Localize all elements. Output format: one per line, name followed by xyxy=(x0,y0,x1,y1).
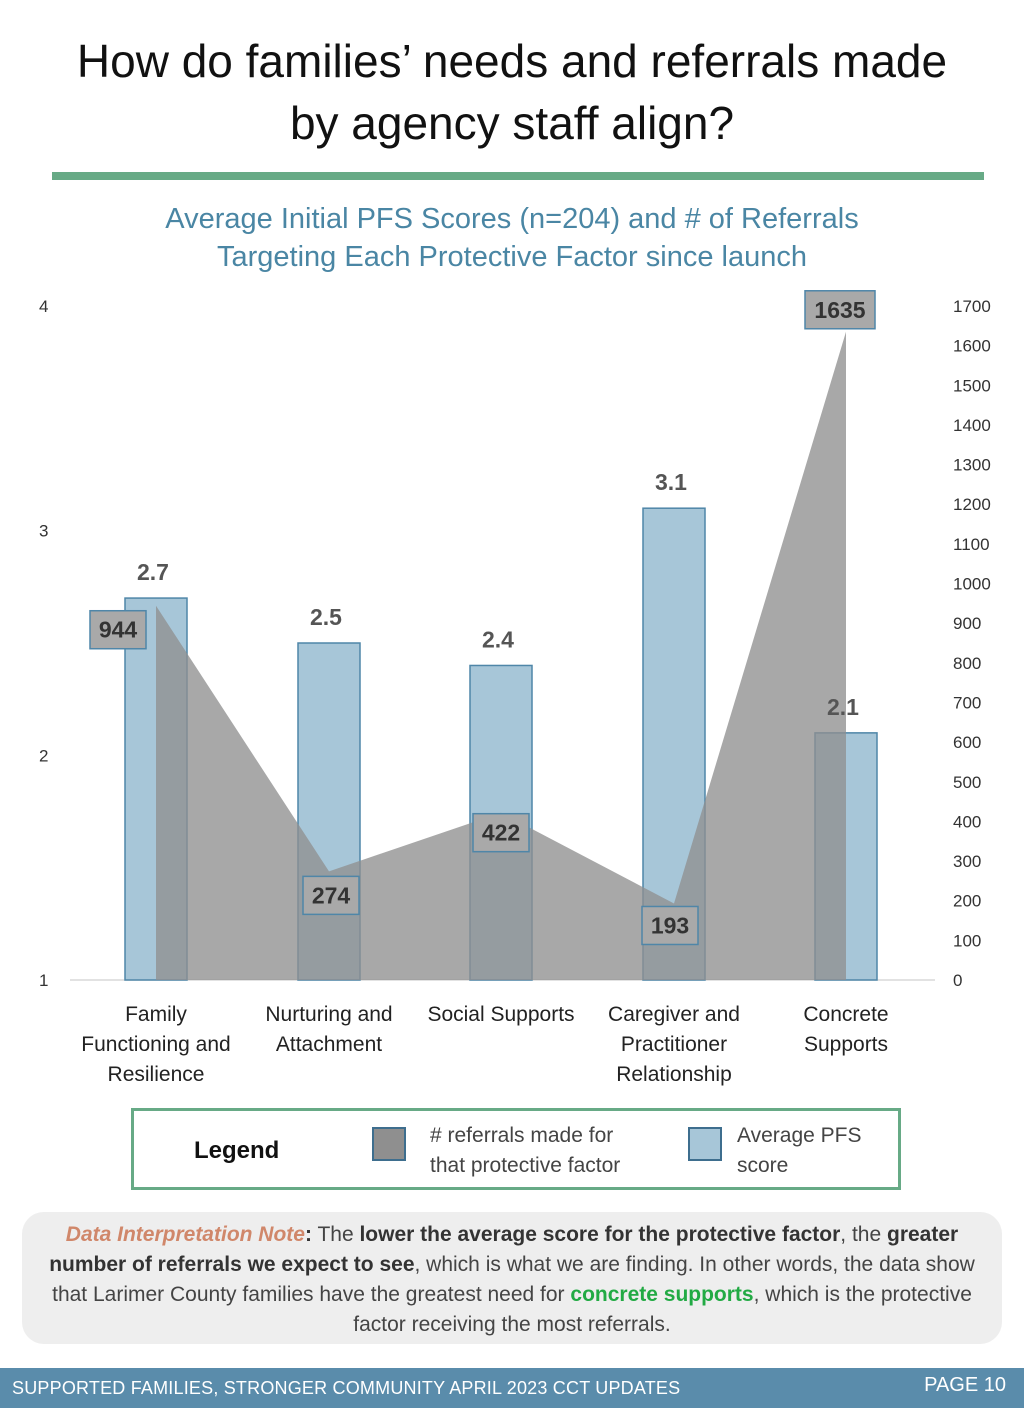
y-right-tick-label: 700 xyxy=(953,693,981,712)
title-divider xyxy=(52,172,984,180)
combo-chart: 1 2 3 4 0 100 200 300 400 500 600 700 800 900 1000 1100… xyxy=(39,290,991,1086)
bar-data-label: 2.1 xyxy=(827,694,859,720)
legend: Legend # referrals made for that protect… xyxy=(131,1108,901,1190)
y-right-tick-label: 200 xyxy=(953,892,981,911)
legend-swatch-referrals xyxy=(372,1127,406,1161)
x-category-label: Resilience xyxy=(108,1063,205,1086)
y-right-tick-label: 600 xyxy=(953,733,981,752)
page-title-line-1: How do families’ needs and referrals mad… xyxy=(76,35,948,87)
y-right-tick-label: 900 xyxy=(953,614,981,633)
referral-label-box xyxy=(804,290,876,330)
y-right-tick-label: 400 xyxy=(953,812,981,831)
x-category-label: Supports xyxy=(804,1033,888,1056)
area-referrals xyxy=(156,331,846,980)
x-category-label: Family xyxy=(125,1003,187,1026)
referral-data-label: 1635 xyxy=(814,297,865,323)
referral-label-box xyxy=(641,905,699,946)
x-category-label: Functioning and xyxy=(81,1033,230,1056)
x-category-label: Nurturing and xyxy=(265,1003,392,1026)
y-right-tick-label: 1100 xyxy=(953,535,990,554)
referral-data-label: 944 xyxy=(99,617,138,643)
referral-data-label: 274 xyxy=(312,882,351,908)
legend-label-referrals: # referrals made for that protective fac… xyxy=(430,1124,621,1177)
y-right-tick-label: 1600 xyxy=(953,337,991,356)
y-right-tick-label: 1300 xyxy=(953,456,991,475)
page-title-line-2: by agency staff align? xyxy=(289,97,735,149)
y-left-tick-label: 4 xyxy=(39,297,48,316)
y-right-tick-label: 800 xyxy=(953,654,981,673)
y-right-tick-label: 1500 xyxy=(953,376,991,395)
x-category-label: Relationship xyxy=(616,1063,732,1086)
footer-text: SUPPORTED FAMILIES, STRONGER COMMUNITY A… xyxy=(12,1378,681,1398)
page-title: How do families’ needs and referrals mad… xyxy=(0,30,1024,154)
chart-title-line-1: Average Initial PFS Scores (n=204) and #… xyxy=(165,203,859,235)
page-number: PAGE 10 xyxy=(924,1374,1006,1396)
legend-swatch-pfs xyxy=(688,1127,722,1161)
y-right-tick-label: 0 xyxy=(953,971,962,990)
referral-data-label: 193 xyxy=(651,912,689,938)
y-right-tick-label: 1200 xyxy=(953,495,991,514)
x-category-label: Social Supports xyxy=(427,1003,574,1026)
bar-data-label: 2.7 xyxy=(137,559,169,585)
legend-title: Legend xyxy=(194,1137,280,1164)
bar-data-label: 3.1 xyxy=(655,469,687,495)
data-interpretation-note: Data Interpretation Note: The lower the … xyxy=(22,1212,1002,1344)
bar-data-label: 2.4 xyxy=(482,626,514,652)
note-lead: Data Interpretation Note xyxy=(65,1223,305,1246)
x-category-label: Attachment xyxy=(276,1033,382,1056)
referral-data-label: 422 xyxy=(482,820,520,846)
legend-label-pfs: Average PFS score xyxy=(737,1124,862,1177)
y-left-tick-label: 2 xyxy=(39,746,48,765)
y-right-tick-label: 1000 xyxy=(953,575,991,594)
y-left-tick-label: 1 xyxy=(39,971,48,990)
y-right-tick-label: 100 xyxy=(953,931,981,950)
y-right-tick-label: 1400 xyxy=(953,416,991,435)
x-category-label: Caregiver and xyxy=(608,1003,740,1026)
chart-title: Average Initial PFS Scores (n=204) and #… xyxy=(0,200,1024,276)
x-category-label: Concrete xyxy=(803,1003,888,1026)
y-right-tick-label: 1700 xyxy=(953,297,991,316)
chart-title-line-2: Targeting Each Protective Factor since l… xyxy=(217,241,807,273)
referral-label-box xyxy=(472,812,530,853)
bar-data-label: 2.5 xyxy=(310,604,342,630)
y-right-tick-label: 500 xyxy=(953,773,981,792)
referral-label-box xyxy=(89,609,147,650)
x-category-label: Practitioner xyxy=(621,1033,727,1056)
y-left-tick-label: 3 xyxy=(39,522,48,541)
y-right-tick-label: 300 xyxy=(953,852,981,871)
referral-label-box xyxy=(302,875,360,916)
footer-bar: SUPPORTED FAMILIES, STRONGER COMMUNITY A… xyxy=(0,1368,1024,1408)
